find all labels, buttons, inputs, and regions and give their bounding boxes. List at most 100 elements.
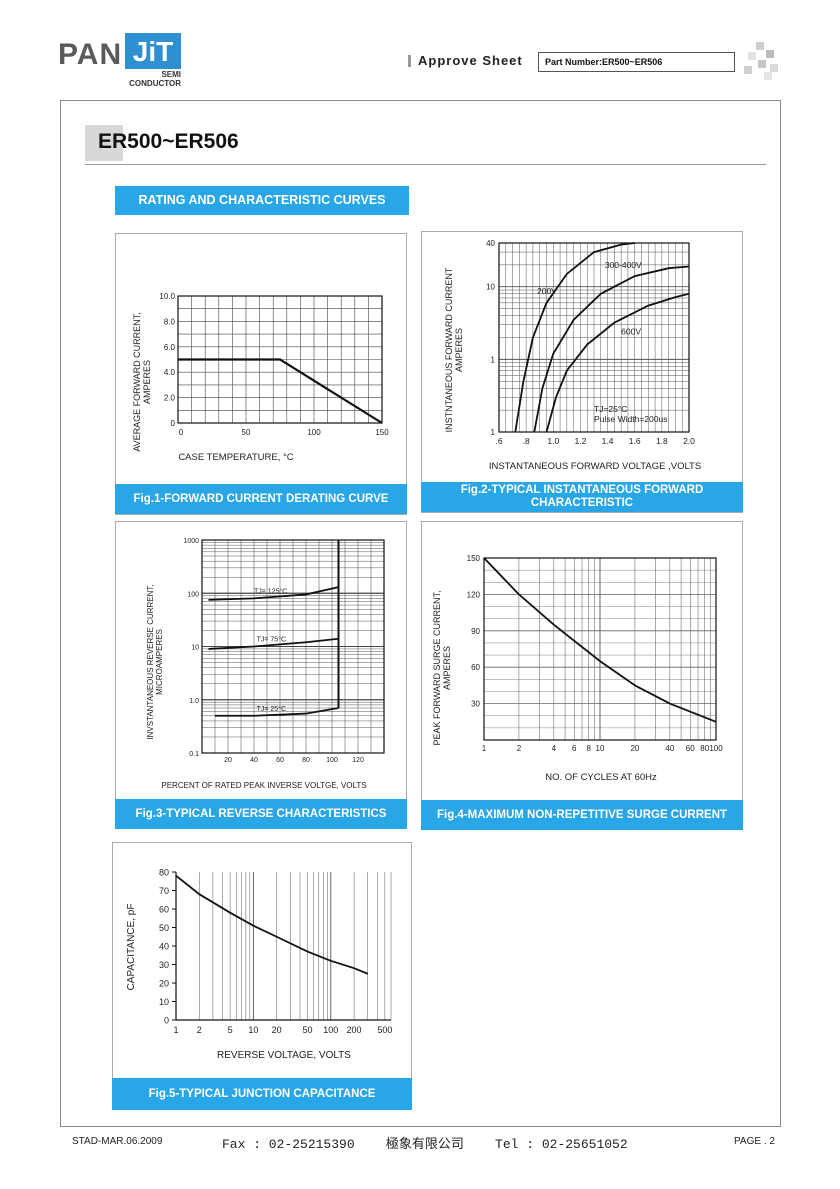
fig4-y-tick: 150 [467,554,481,563]
logo-subtitle: SEMI CONDUCTOR [125,70,181,88]
fig5-x-tick: 1 [173,1025,178,1035]
fig5-x-tick: 20 [272,1025,282,1035]
fig3-y-tick: 100 [187,591,199,598]
fig5-x-tick: 5 [228,1025,233,1035]
fig2-x-tick: 1.2 [575,436,587,446]
fig5-x-tick: 500 [377,1025,392,1035]
fig1-y-tick: 10.0 [159,292,175,301]
fig5-caption: Fig.5-TYPICAL JUNCTION CAPACITANCE [112,1078,412,1110]
fig3-plot-frame [201,539,385,754]
fig3-series-label: TJ= 75°C [257,636,286,644]
fig4-y-tick: 120 [467,590,481,599]
fig5-panel: 0 10 20 30 40 50 60 70 80 1 2 5 10 20 50 100 200 500 REV… [112,842,412,1110]
fig4-xlabel: NO. OF CYCLES AT 60Hz [545,772,657,783]
fig4-panel: 30 60 90 120 150 1 2 4 6 8 10 20 40 60 80 100 NO. OF C… [421,521,743,830]
fig1-ylabel-1: AVERAGE FORWARD CURRENT, [132,312,142,451]
fig5-y-tick: 0 [164,1016,169,1026]
fig1-caption: Fig.1-FORWARD CURRENT DERATING CURVE [115,484,407,514]
fig4-x-tick: 1 [482,744,487,753]
fig4-x-tick: 8 [587,744,592,753]
fig3-ylabel-2: MICROAMPERES [155,629,164,695]
logo-sub-line1: SEMI [161,70,181,79]
section-banner: RATING AND CHARACTERISTIC CURVES [115,186,409,215]
fig3-series-line [208,637,339,650]
approve-marker [408,55,411,67]
fig1-y-tick: 8.0 [164,317,176,326]
fig3-ylabel-1: INVSTANTANEOUS REVERSE CURRENT, [146,584,155,739]
fig5-y-tick: 60 [159,905,169,915]
fig1-ylabel-2: AMPERES [142,360,152,404]
fig4-x-tick: 6 [572,744,577,753]
fig1-y-tick: 6.0 [164,343,176,352]
footer-date: STAD-MAR.06.2009 [72,1136,163,1147]
fig3-x-tick: 80 [302,757,310,764]
fig4-y-tick: 90 [471,627,480,636]
fig5-x-tick: 2 [197,1025,202,1035]
title-accent [85,125,123,161]
fig2-series-line [514,242,635,433]
fig2-chart: 1 1 10 40 .6 .8 1.0 1.2 1.4 1.6 1.8 2.0 200V 300-40… [444,239,701,472]
fig2-series-line [533,265,690,433]
fig2-series-label: 300-400V [605,260,642,270]
fig2-x-tick: 1.6 [629,436,641,446]
corner-pattern-icon [744,42,778,80]
page-title: ER500~ER506 [98,130,239,153]
logo-pan: PAN [58,38,123,71]
fig3-series-line [208,586,339,601]
fig5-y-tick: 50 [159,923,169,933]
fig1-xlabel: CASE TEMPERATURE, °C [178,452,293,463]
fig5-x-tick: 50 [302,1025,312,1035]
fig4-plot-frame [483,557,717,741]
fig5-ylabel: CAPACITANCE, pF [126,904,137,991]
fig4-series-line [483,557,717,723]
fig3-y-tick: 0.1 [189,751,199,758]
fig3-series-line [215,707,339,717]
fig5-xlabel: REVERSE VOLTAGE, VOLTS [217,1050,351,1061]
logo-sub-line2: CONDUCTOR [129,79,181,88]
title-divider [85,164,766,165]
fig3-y-tick: 1.0 [189,698,199,705]
footer-contact: Fax : 02-25215390 極象有限公司 Tel : 02-256510… [222,1137,628,1152]
fig2-ylabel-1: INSTNTANEOUS FORWARD CURRENT [444,267,454,432]
fig3-y-tick: 10 [191,645,199,652]
fig2-caption: Fig.2-TYPICAL INSTANTANEOUS FORWARD CHAR… [421,482,743,512]
fig2-plot-frame [498,242,690,433]
fig3-caption: Fig.3-TYPICAL REVERSE CHARACTERISTICS [115,799,407,829]
fig1-series-line [178,358,383,424]
fig5-y-tick: 10 [159,997,169,1007]
fig1-y-tick: 2.0 [164,394,176,403]
fig1-x-tick: 50 [242,428,251,437]
fig5-series-line [175,874,369,975]
fig2-annotation-pulse: Pulse Width=200us [594,414,667,424]
fig5-y-tick: 20 [159,979,169,989]
fig2-annotation-tj: TJ=25°C [594,404,627,414]
fig2-y-tick: 40 [486,239,495,248]
fig4-y-tick: 30 [471,700,480,709]
fig3-x-tick: 120 [352,757,364,764]
fig5-y-tick: 70 [159,886,169,896]
page-frame [60,100,781,1127]
fig2-x-tick: 1.4 [602,436,614,446]
fig5-y-tick: 30 [159,960,169,970]
fig4-ylabel-2: AMPERES [442,646,452,690]
fig4-x-tick: 2 [517,744,522,753]
fig1-panel: 0 2.0 4.0 6.0 8.0 10.0 0 50 100 150 CASE TEMPERA… [115,233,407,515]
fig4-x-tick: 60 [686,744,695,753]
fig2-x-tick: .8 [523,436,530,446]
fig2-series-label: 200V [537,286,557,296]
fig3-y-tick: 1000 [183,538,199,545]
fig2-series-line [545,292,690,433]
fig3-chart: 0.1 1.0 10 100 1000 20 40 60 80 100 120 TJ= 125°C… [146,538,385,790]
fig3-x-tick: 20 [224,757,232,764]
fig3-x-tick: 100 [326,757,338,764]
fig3-x-tick: 60 [276,757,284,764]
fig2-x-tick: .6 [495,436,502,446]
fig3-panel: 0.1 1.0 10 100 1000 20 40 60 80 100 120 TJ= 125°C… [115,521,407,828]
fig3-series-label: TJ= 125°C [254,587,287,595]
fig5-x-tick: 200 [347,1025,362,1035]
fig3-x-tick: 40 [250,757,258,764]
fig1-y-tick: 0 [171,419,176,428]
fig4-x-tick: 20 [630,744,639,753]
fig5-x-tick: 10 [248,1025,258,1035]
fig2-y-tick: 1 [491,355,496,364]
